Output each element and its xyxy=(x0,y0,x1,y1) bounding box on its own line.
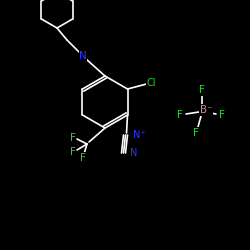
Text: N: N xyxy=(130,148,137,158)
Text: F: F xyxy=(80,153,86,163)
Text: N: N xyxy=(79,51,87,61)
Text: Cl: Cl xyxy=(147,78,156,88)
Text: F: F xyxy=(219,110,225,120)
Text: N⁺: N⁺ xyxy=(132,130,145,140)
Text: B⁻: B⁻ xyxy=(200,105,212,115)
Text: F: F xyxy=(70,133,76,143)
Text: F: F xyxy=(70,147,76,157)
Text: F: F xyxy=(193,128,199,138)
Text: F: F xyxy=(177,110,183,120)
Text: F: F xyxy=(199,85,205,95)
